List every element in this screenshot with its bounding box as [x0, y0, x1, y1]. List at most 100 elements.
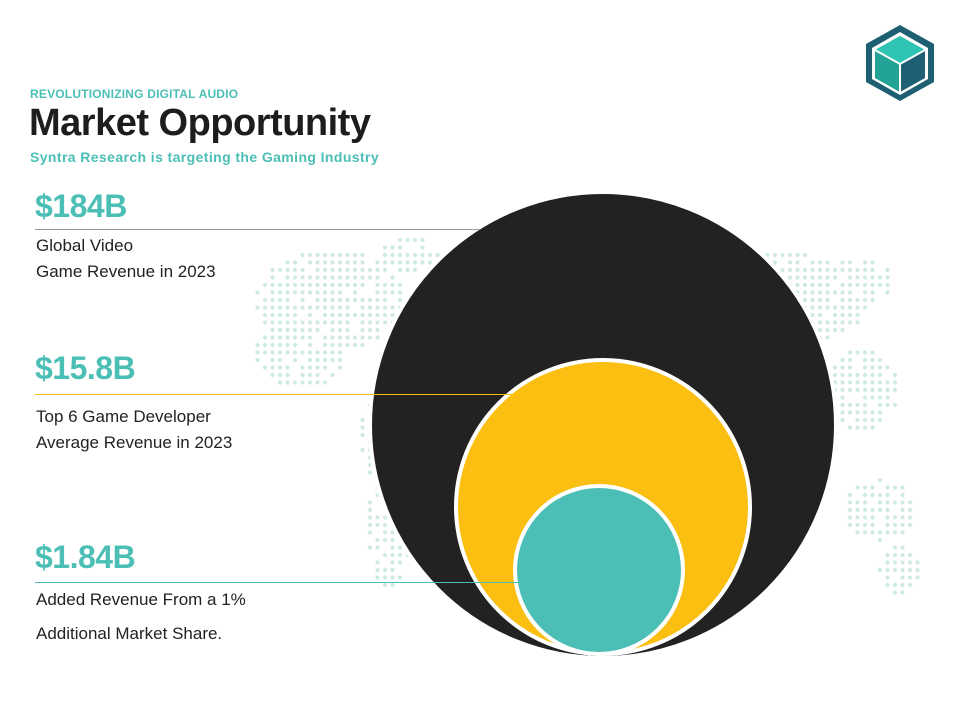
stat-added-desc: Added Revenue From a 1% Additional Marke…: [36, 587, 246, 647]
map-dot: [330, 260, 335, 265]
map-dot: [300, 290, 305, 295]
map-dot: [322, 312, 328, 318]
map-dot: [780, 267, 785, 273]
map-dot: [855, 275, 860, 280]
map-dot: [360, 447, 365, 453]
map-dot: [862, 305, 868, 310]
map-dot: [315, 350, 320, 355]
map-dot: [892, 567, 898, 573]
map-dot: [885, 567, 890, 573]
map-dot: [300, 380, 305, 385]
map-dot: [337, 350, 343, 355]
map-dot: [307, 380, 313, 385]
map-dot: [315, 252, 320, 258]
map-dot: [307, 305, 313, 310]
map-dot: [855, 312, 860, 318]
map-dot: [367, 515, 373, 520]
map-dot: [870, 425, 875, 430]
map-dot: [420, 260, 425, 265]
map-dot: [277, 267, 283, 273]
map-dot: [382, 290, 388, 295]
map-dot: [292, 305, 298, 310]
map-dot: [360, 312, 365, 318]
map-dot: [817, 327, 823, 333]
map-dot: [847, 282, 853, 288]
map-dot: [255, 305, 260, 310]
map-dot: [352, 342, 358, 348]
map-dot: [337, 312, 343, 318]
map-dot: [817, 260, 823, 265]
map-dot: [345, 327, 350, 333]
map-dot: [420, 252, 425, 258]
map-dot: [300, 365, 305, 370]
stat-global-desc-line2: Game Revenue in 2023: [36, 262, 216, 281]
map-dot: [330, 267, 335, 273]
map-dot: [840, 297, 845, 303]
map-dot: [885, 552, 890, 558]
map-dot: [352, 252, 358, 258]
map-dot: [862, 395, 868, 400]
map-dot: [840, 357, 845, 363]
map-dot: [352, 290, 358, 295]
map-dot: [862, 372, 868, 378]
map-dot: [885, 290, 890, 295]
map-dot: [877, 357, 883, 363]
map-dot: [285, 350, 290, 355]
map-dot: [360, 282, 365, 288]
map-dot: [847, 350, 853, 355]
map-dot: [345, 267, 350, 273]
map-dot: [360, 335, 365, 340]
map-dot: [337, 342, 343, 348]
map-dot: [262, 312, 268, 318]
map-dot: [870, 267, 875, 273]
map-dot: [292, 327, 298, 333]
map-dot: [840, 290, 845, 295]
map-dot: [277, 342, 283, 348]
map-dot: [840, 365, 845, 370]
map-dot: [360, 432, 365, 438]
map-dot: [862, 500, 868, 505]
map-dot: [390, 582, 395, 588]
map-dot: [367, 312, 373, 318]
map-dot: [877, 492, 883, 498]
map-dot: [375, 537, 380, 543]
map-dot: [330, 252, 335, 258]
map-dot: [810, 290, 815, 295]
leader-line-global: [35, 229, 480, 230]
map-dot: [397, 260, 403, 265]
map-dot: [292, 282, 298, 288]
map-dot: [397, 560, 403, 565]
map-dot: [337, 297, 343, 303]
map-dot: [277, 380, 283, 385]
map-dot: [855, 350, 860, 355]
map-dot: [307, 275, 313, 280]
map-dot: [337, 365, 343, 370]
map-dot: [397, 290, 403, 295]
map-dot: [382, 515, 388, 520]
map-dot: [382, 282, 388, 288]
map-dot: [885, 500, 890, 505]
map-dot: [915, 560, 920, 565]
map-dot: [795, 282, 800, 288]
map-dot: [307, 350, 313, 355]
map-dot: [870, 350, 875, 355]
map-dot: [352, 335, 358, 340]
map-dot: [855, 402, 860, 408]
map-dot: [337, 267, 343, 273]
stat-top6-value: $15.8B: [35, 350, 136, 386]
map-dot: [390, 305, 395, 310]
stat-global-desc-line1: Global Video: [36, 236, 134, 255]
map-dot: [397, 545, 403, 550]
map-dot: [847, 492, 853, 498]
map-dot: [832, 327, 838, 333]
map-dot: [315, 297, 320, 303]
map-dot: [375, 312, 380, 318]
map-dot: [412, 267, 418, 273]
map-dot: [825, 282, 830, 288]
map-dot: [877, 567, 883, 573]
map-dot: [787, 275, 793, 280]
map-dot: [337, 305, 343, 310]
map-dot: [412, 260, 418, 265]
map-dot: [315, 357, 320, 363]
